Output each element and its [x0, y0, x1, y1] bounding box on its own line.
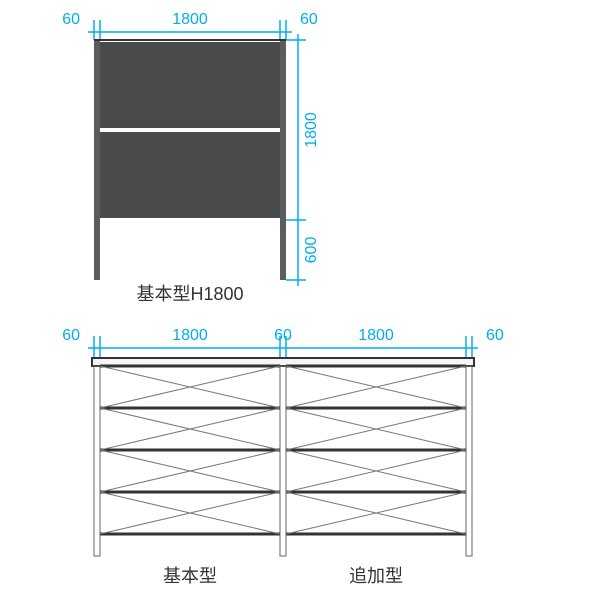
- lower-module-0: [100, 366, 280, 534]
- dim-upper-top-1: 1800: [172, 11, 208, 28]
- upper-elevation: [94, 40, 286, 280]
- dim-lower-top-0: 60: [62, 327, 80, 344]
- dim-lower-top-4: 60: [486, 327, 504, 344]
- dim-lower-top-3: 1800: [358, 327, 394, 344]
- dim-upper-top-2: 60: [300, 11, 318, 28]
- dim-upper-right-0: 1800: [303, 112, 320, 148]
- lower-label-1: 追加型: [349, 566, 403, 586]
- upper-label: 基本型H1800: [136, 284, 243, 304]
- lower-label-0: 基本型: [163, 566, 217, 586]
- lower-posts: [94, 366, 472, 556]
- dim-lower-top-2: 60: [274, 327, 292, 344]
- dim-upper-right-1: 600: [303, 237, 320, 264]
- dim-lower-top-1: 1800: [172, 327, 208, 344]
- dim-upper-top-0: 60: [62, 11, 80, 28]
- lower-module-1: [286, 366, 466, 534]
